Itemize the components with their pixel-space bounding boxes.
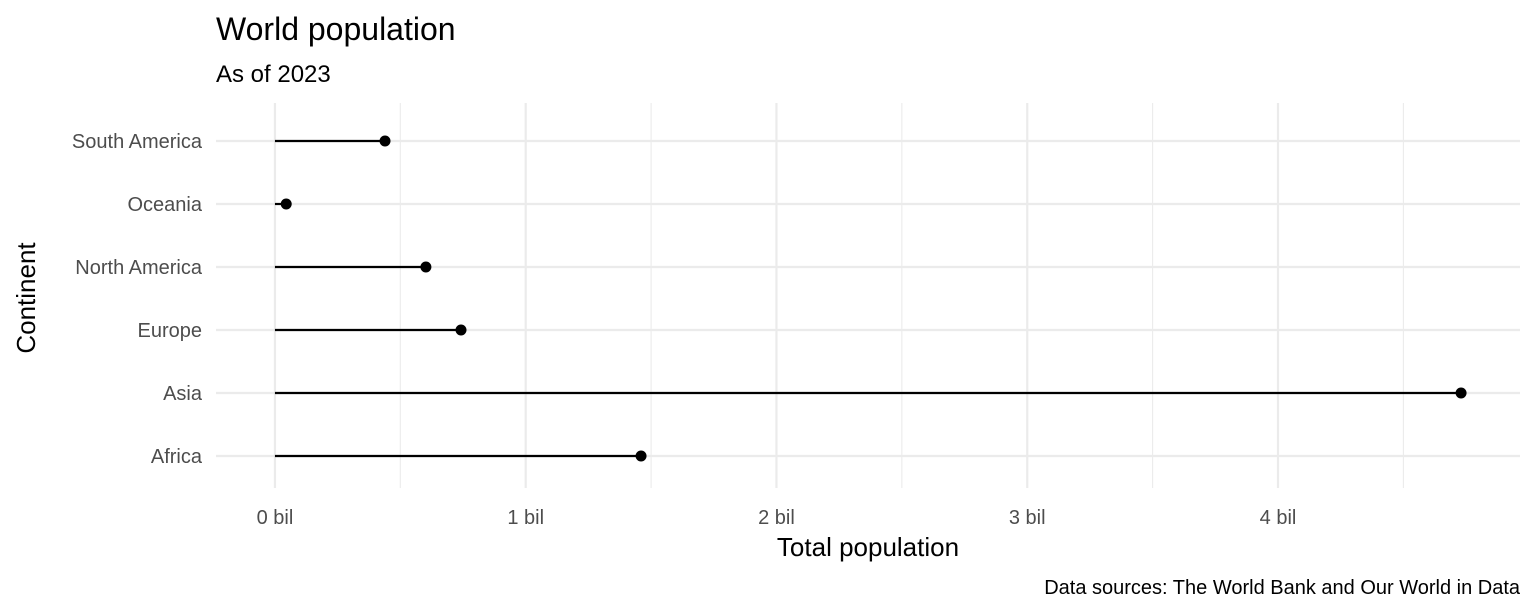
y-tick-label: Europe xyxy=(138,320,203,342)
lollipop-point xyxy=(420,261,432,273)
y-tick-label: Oceania xyxy=(128,194,203,216)
chart-caption: Data sources: The World Bank and Our Wor… xyxy=(1044,577,1521,599)
x-tick-label: 2 bil xyxy=(758,507,795,529)
lollipop-point xyxy=(379,135,391,147)
x-tick-label: 3 bil xyxy=(1009,507,1046,529)
y-tick-label: South America xyxy=(72,131,203,153)
mark-layer xyxy=(274,135,1467,462)
y-tick-label: North America xyxy=(75,257,203,279)
chart-title: World population xyxy=(216,11,456,47)
chart-subtitle: As of 2023 xyxy=(216,61,331,88)
x-tick-label: 0 bil xyxy=(257,507,294,529)
x-tick-labels: 0 bil 1 bil 2 bil 3 bil 4 bil xyxy=(257,507,1297,529)
lollipop-point xyxy=(455,324,467,336)
x-axis-title: Total population xyxy=(777,532,959,562)
lollipop-point xyxy=(1455,387,1467,399)
lollipop-point xyxy=(280,198,292,210)
x-tick-label: 4 bil xyxy=(1260,507,1297,529)
x-tick-label: 1 bil xyxy=(507,507,544,529)
grid-layer xyxy=(216,103,1520,488)
y-tick-label: Africa xyxy=(151,446,203,468)
y-tick-labels: Africa Asia Europe North America Oceania Sout… xyxy=(72,131,203,468)
lollipop-point xyxy=(635,450,647,462)
y-tick-label: Asia xyxy=(163,383,203,405)
y-axis-title: Continent xyxy=(11,242,41,354)
